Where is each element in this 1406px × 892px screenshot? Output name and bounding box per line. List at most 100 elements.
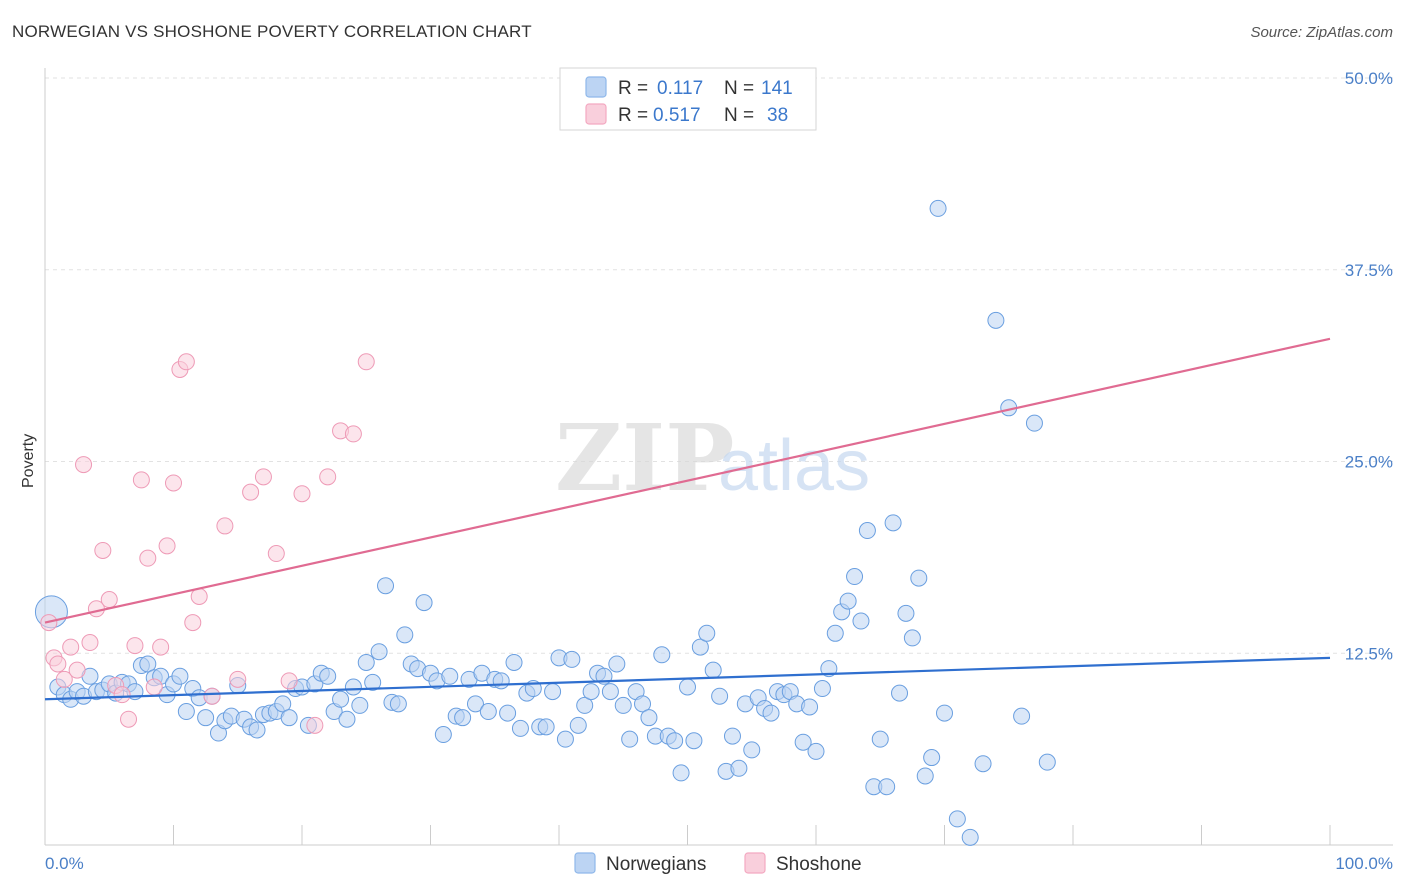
shoshone-point — [49, 655, 67, 673]
legend-r-label: R = — [618, 78, 648, 99]
shoshone-point — [357, 353, 375, 371]
svg-text:ZIP: ZIP — [555, 404, 734, 512]
norwegians-point — [711, 687, 729, 705]
norwegians-point — [576, 696, 594, 714]
norwegians-point — [499, 704, 517, 722]
y-axis-label: Poverty — [20, 434, 37, 488]
axes — [44, 68, 1393, 846]
chart-title: NORWEGIAN VS SHOSHONE POVERTY CORRELATIO… — [12, 22, 532, 41]
norwegians-point — [319, 667, 337, 685]
shoshone-point — [203, 687, 221, 705]
norwegians-point — [987, 311, 1005, 329]
norwegians-point — [357, 653, 375, 671]
x-tick-label: 100.0% — [1335, 854, 1393, 873]
norwegians-point — [364, 673, 382, 691]
norwegians-point — [634, 695, 652, 713]
shoshone-point — [75, 456, 93, 474]
shoshone-point — [280, 672, 298, 690]
shoshone-point — [293, 485, 311, 503]
y-tick-label: 12.5% — [1345, 644, 1393, 663]
norwegians-point — [1013, 707, 1031, 725]
norwegians-point — [338, 710, 356, 728]
norwegians-point — [691, 638, 709, 656]
norwegians-point — [441, 667, 459, 685]
norwegians-point — [466, 695, 484, 713]
norwegians-point — [248, 721, 266, 739]
norwegians-point — [672, 764, 690, 782]
norwegians-point — [923, 749, 941, 767]
bottom-legend-swatch-pink — [744, 852, 766, 874]
legend-r-value: 0.117 — [657, 78, 703, 99]
legend-r-value: 0.517 — [653, 105, 701, 126]
norwegians-point — [370, 643, 388, 661]
shoshone-point — [177, 353, 195, 371]
shoshone-point — [158, 537, 176, 555]
source-label: Source: ZipAtlas.com — [1250, 24, 1393, 41]
norwegians-point — [948, 810, 966, 828]
norwegians-point — [601, 683, 619, 701]
shoshone-point — [62, 638, 80, 656]
norwegians-point — [936, 704, 953, 722]
norwegians-point — [479, 703, 497, 721]
shoshone-point — [81, 634, 99, 652]
norwegians-point — [897, 604, 915, 622]
shoshone-point — [254, 468, 272, 486]
norwegians-point — [813, 680, 831, 698]
legend-n-value: 141 — [761, 78, 793, 99]
norwegians-point — [826, 624, 844, 642]
y-tick-label: 37.5% — [1345, 261, 1393, 280]
norwegians-point — [698, 624, 716, 642]
shoshone-point — [306, 716, 324, 734]
norwegians-point — [492, 672, 510, 690]
grid-lines — [45, 77, 1393, 654]
legend-r-label: R = — [618, 105, 648, 126]
legend-swatch-blue — [585, 76, 607, 98]
shoshone-point — [100, 591, 118, 609]
norwegians-point — [801, 698, 819, 716]
norwegians-point — [878, 778, 896, 796]
y-tick-label: 50.0% — [1345, 69, 1393, 88]
norwegians-point — [807, 742, 825, 760]
norwegians-point — [929, 199, 947, 217]
norwegians-point — [762, 704, 780, 722]
shoshone-point — [229, 670, 247, 688]
norwegians-point — [556, 730, 574, 748]
shoshone-point — [145, 678, 163, 696]
shoshone-point — [139, 549, 157, 567]
norwegians-point — [280, 709, 298, 727]
norwegians-point — [274, 695, 292, 713]
bottom-legend-swatch-blue — [574, 852, 596, 874]
shoshone-point — [126, 637, 144, 655]
shoshone-point — [120, 710, 138, 728]
norwegians-point — [730, 759, 748, 777]
shoshone-point — [94, 541, 112, 559]
shoshone-points — [40, 353, 375, 734]
shoshone-point — [165, 474, 182, 492]
norwegians-point — [614, 696, 632, 714]
norwegians-point — [640, 709, 658, 727]
norwegians-point — [332, 690, 350, 708]
shoshone-trend-line — [44, 337, 1331, 624]
legend-n-value: 38 — [767, 105, 788, 126]
norwegians-point — [839, 592, 857, 610]
shoshone-point — [216, 517, 234, 535]
norwegians-point — [563, 650, 581, 668]
norwegians-point — [974, 755, 992, 773]
shoshone-point — [55, 670, 73, 688]
shoshone-point — [190, 587, 208, 605]
norwegians-point — [377, 577, 395, 595]
norwegians-point — [608, 655, 626, 673]
norwegians-point — [891, 684, 909, 702]
norwegians-point — [351, 696, 369, 714]
legend: R = 0.117 N = 141 R = 0.517 N = 38 — [559, 67, 817, 131]
shoshone-point — [344, 425, 362, 443]
shoshone-point — [152, 638, 170, 656]
norwegians-point — [621, 730, 639, 748]
norwegians-point — [679, 678, 696, 696]
norwegians-point — [903, 629, 921, 647]
norwegians-point — [197, 709, 215, 727]
y-tick-label: 25.0% — [1345, 453, 1393, 472]
norwegians-point — [389, 695, 407, 713]
norwegians-point — [704, 661, 722, 679]
